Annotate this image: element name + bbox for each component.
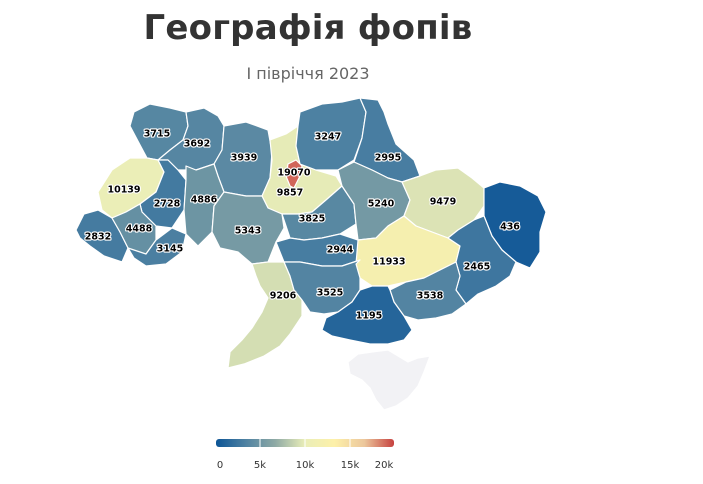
region-value-label-lviv: 10139 — [107, 185, 140, 196]
region-value-label-mykolaiv: 3525 — [317, 288, 343, 299]
region-kyiv-city[interactable] — [285, 159, 303, 189]
legend-tick-label: 0 — [217, 460, 223, 471]
region-value-label-kherson: 1195 — [356, 311, 382, 322]
region-chernihiv[interactable] — [295, 97, 367, 171]
legend-tick-label: 10k — [296, 460, 315, 471]
region-vinnytsia[interactable] — [211, 191, 285, 265]
region-value-label-zakarpattia: 2832 — [85, 232, 111, 243]
region-value-label-kyiv-city: 19070 — [277, 168, 310, 179]
region-chernivtsi[interactable] — [127, 227, 187, 267]
legend-tick-label: 15k — [341, 460, 360, 471]
region-value-label-poltava: 5240 — [368, 199, 395, 210]
region-value-label-rivne: 3692 — [184, 139, 210, 150]
region-ternopil[interactable] — [139, 159, 187, 229]
region-kherson[interactable] — [321, 285, 413, 345]
map-title: Географія фопів — [143, 8, 473, 48]
region-value-label-chernivtsi: 3145 — [157, 244, 183, 255]
map-subtitle: І півріччя 2023 — [246, 64, 370, 83]
region-value-label-vinnytsia: 5343 — [235, 226, 261, 237]
region-value-label-kirovohrad: 2944 — [327, 245, 354, 256]
region-value-label-zaporizhzhia: 3538 — [417, 291, 444, 302]
region-value-label-dnipropetrovsk: 11933 — [372, 257, 405, 268]
region-value-label-odesa: 9206 — [270, 291, 297, 302]
region-value-label-ternopil: 2728 — [154, 199, 181, 210]
legend-tick-label: 20k — [375, 460, 394, 471]
region-value-label-cherkasy: 3825 — [299, 214, 325, 225]
region-value-label-khmelnytskyi: 4886 — [191, 195, 218, 206]
color-legend: 0 5k 10k 15k 20k — [216, 439, 394, 471]
region-value-label-ivano-frankivsk: 4488 — [126, 224, 153, 235]
region-value-label-kharkiv: 9479 — [430, 197, 456, 208]
region-value-label-sumy: 2995 — [375, 153, 401, 164]
region-value-label-chernihiv: 3247 — [315, 132, 341, 143]
region-value-label-luhansk: 436 — [500, 222, 520, 233]
region-value-label-zhytomyr: 3939 — [231, 153, 257, 164]
region-value-label-kyiv-oblast: 9857 — [277, 188, 303, 199]
region-crimea[interactable] — [347, 349, 431, 411]
legend-tick-label: 5k — [254, 460, 266, 471]
region-value-label-donetsk: 2465 — [464, 262, 490, 273]
region-value-label-volyn: 3715 — [144, 129, 170, 140]
